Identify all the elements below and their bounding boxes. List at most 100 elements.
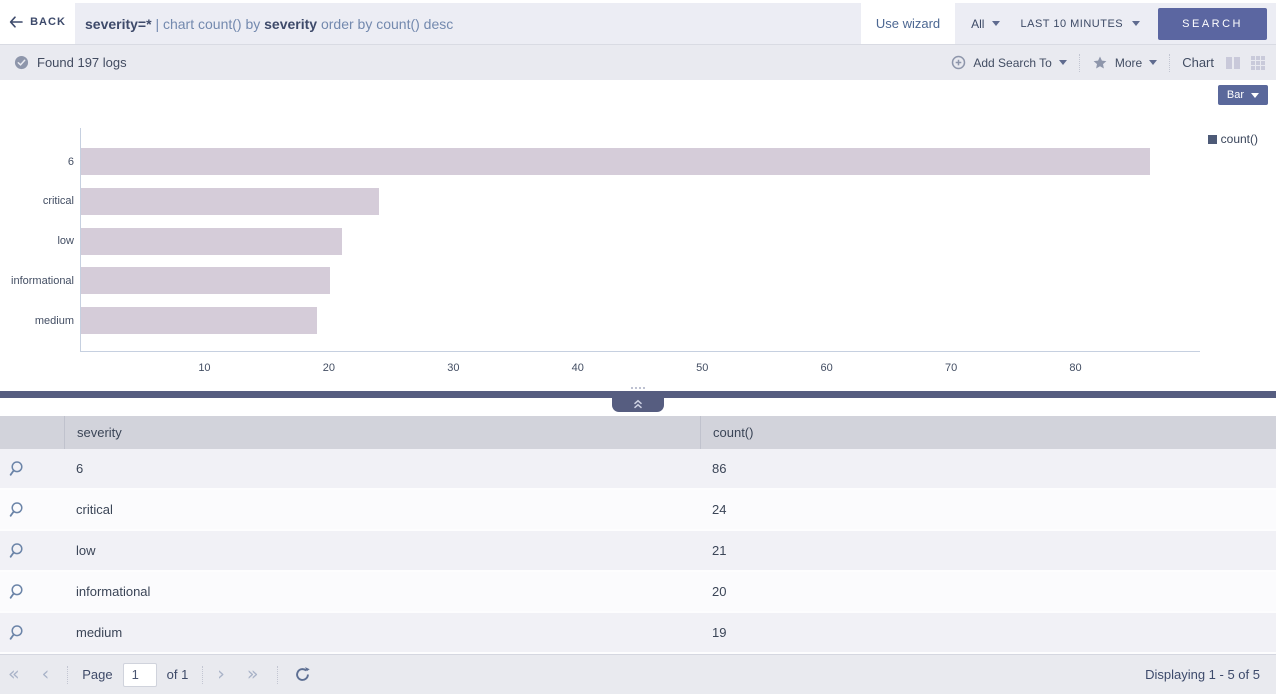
magnifier-icon[interactable]	[7, 624, 25, 642]
query-orderby-clause: order by count() desc	[317, 15, 454, 32]
previous-page-button[interactable]: ‹	[41, 663, 50, 685]
more-label: More	[1114, 55, 1143, 70]
legend-series-label: count()	[1220, 132, 1258, 146]
y-axis-category-label: 6	[67, 155, 74, 168]
add-circle-icon	[952, 55, 966, 70]
next-page-button[interactable]: ›	[217, 663, 225, 685]
log-scope-dropdown[interactable]: All	[955, 3, 1010, 44]
row-severity-value: informational	[76, 584, 151, 599]
chart-bar[interactable]	[81, 148, 1151, 175]
table-row[interactable]: medium 19	[0, 613, 1276, 654]
drag-grip-icon	[631, 387, 645, 389]
back-button[interactable]: BACK	[0, 0, 75, 44]
x-axis-tick-label: 20	[322, 362, 335, 374]
row-count-value: 24	[712, 502, 727, 517]
table-body: 6 86 critical 24 low 21	[0, 449, 1276, 654]
refresh-button[interactable]	[292, 666, 313, 683]
search-button[interactable]: SEARCH	[1158, 7, 1267, 40]
panel-splitter[interactable]	[0, 386, 1276, 416]
star-icon	[1093, 56, 1107, 68]
row-search-cell	[0, 572, 64, 611]
chart-bar[interactable]	[81, 267, 330, 294]
chevron-down-icon	[1132, 21, 1141, 26]
row-search-cell	[0, 531, 64, 570]
magnifier-icon[interactable]	[7, 542, 25, 560]
splitter-bar[interactable]	[0, 391, 1276, 398]
chevron-down-icon	[1058, 60, 1067, 65]
row-search-cell	[0, 490, 64, 529]
chart-bar[interactable]	[81, 307, 318, 334]
chart-section-label: Chart	[1182, 55, 1214, 70]
row-count-value: 86	[712, 461, 727, 476]
table-row[interactable]: informational 20	[0, 572, 1276, 613]
chevron-down-icon	[1149, 60, 1158, 65]
chart-legend: count()	[1207, 132, 1258, 146]
page-of-label: of 1	[166, 667, 189, 682]
results-toolbar: Add Search To More Chart	[951, 53, 1266, 72]
refresh-icon	[295, 667, 310, 681]
row-count-value: 19	[712, 625, 727, 640]
bar-chart-icon	[1225, 56, 1240, 69]
legend-swatch	[1207, 134, 1217, 144]
page-label: Page	[82, 667, 113, 682]
table-row[interactable]: 6 86	[0, 449, 1276, 490]
y-axis-category-label: critical	[42, 195, 74, 208]
pagination-footer: « ‹ Page of 1 › » Displaying 1 - 5 of 5	[0, 654, 1276, 694]
footer-divider	[67, 665, 69, 684]
y-axis-category-label: medium	[34, 314, 74, 327]
results-table: severity count() 6 86 critical 24	[0, 416, 1276, 654]
top-search-bar: BACK severity=* | chart count() by sever…	[0, 0, 1276, 44]
chart-view-toggle[interactable]	[1224, 54, 1241, 71]
x-axis-tick-label: 10	[198, 362, 211, 374]
table-row[interactable]: low 21	[0, 531, 1276, 572]
search-query-input[interactable]: severity=* | chart count() by severity o…	[75, 3, 861, 44]
chart-type-dropdown[interactable]: Bar	[1217, 85, 1268, 105]
results-status-bar: Found 197 logs Add Search To More Chart	[0, 44, 1276, 80]
row-severity-value: low	[76, 543, 96, 558]
x-axis-tick-label: 50	[696, 362, 709, 374]
displaying-range-text: Displaying 1 - 5 of 5	[1145, 667, 1260, 682]
found-logs-status: Found 197 logs	[14, 55, 127, 70]
row-search-cell	[0, 449, 64, 488]
row-search-cell	[0, 613, 64, 652]
log-scope-value: All	[971, 16, 985, 31]
x-axis-tick-label: 60	[820, 362, 833, 374]
magnifier-icon[interactable]	[7, 460, 25, 478]
table-view-toggle[interactable]	[1249, 54, 1266, 71]
back-arrow-icon	[9, 16, 23, 28]
first-page-button[interactable]: «	[8, 663, 20, 685]
found-logs-text: Found 197 logs	[37, 55, 127, 70]
magnifier-icon[interactable]	[7, 501, 25, 519]
chart-bar[interactable]	[81, 188, 380, 215]
grid-table-icon	[1250, 55, 1265, 70]
collapse-chart-tab[interactable]	[612, 398, 664, 412]
chart-type-value: Bar	[1226, 89, 1244, 101]
last-page-button[interactable]: »	[246, 663, 259, 685]
use-wizard-button[interactable]: Use wizard	[860, 3, 956, 44]
row-count-value: 21	[712, 543, 727, 558]
search-bar-body: severity=* | chart count() by severity o…	[75, 3, 1276, 44]
table-row[interactable]: critical 24	[0, 490, 1276, 531]
table-header-icon-col	[0, 416, 64, 449]
row-count-value: 20	[712, 584, 727, 599]
more-dropdown[interactable]: More	[1092, 55, 1158, 71]
time-range-dropdown[interactable]: LAST 10 MINUTES	[1010, 3, 1150, 44]
row-severity-value: 6	[76, 461, 84, 476]
page-number-input[interactable]	[122, 662, 157, 687]
toolbar-divider	[1078, 53, 1080, 72]
time-range-value: LAST 10 MINUTES	[1020, 17, 1124, 30]
row-severity-value: critical	[76, 502, 113, 517]
back-button-label: BACK	[30, 16, 66, 28]
y-axis-category-label: low	[57, 235, 74, 247]
chart-panel: Bar count() 6 critical low informational med…	[0, 80, 1276, 386]
chart-bar[interactable]	[81, 228, 343, 255]
footer-divider	[276, 665, 278, 684]
y-axis-category-label: informational	[11, 274, 74, 287]
table-header-count: count()	[700, 416, 1276, 449]
footer-divider	[202, 665, 204, 684]
magnifier-icon[interactable]	[7, 583, 25, 601]
add-search-to-dropdown[interactable]: Add Search To	[951, 55, 1067, 70]
query-groupby-term: severity	[264, 15, 318, 32]
x-axis-tick-label: 80	[1069, 362, 1082, 374]
